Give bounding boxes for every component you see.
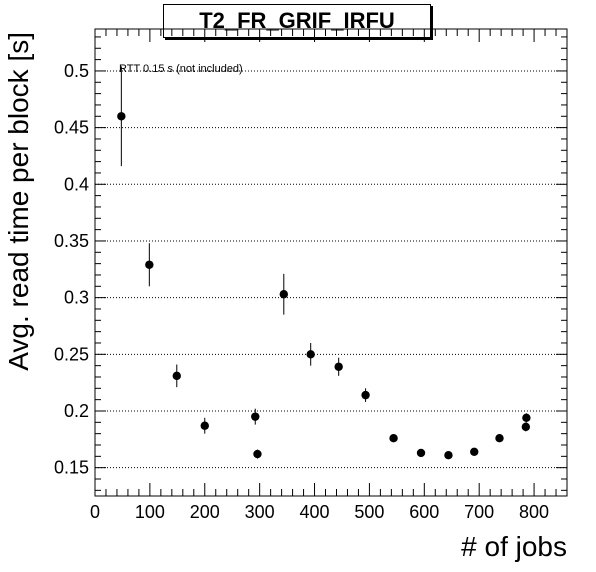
y-tick-label: 0.4 xyxy=(64,174,89,194)
data-point xyxy=(522,413,531,422)
x-tick-label: 300 xyxy=(245,502,275,522)
y-tick-label: 0.35 xyxy=(54,231,89,251)
y-tick-label: 0.25 xyxy=(54,344,89,364)
data-point xyxy=(334,362,343,371)
x-axis-label: # of jobs xyxy=(461,531,567,562)
data-point xyxy=(279,290,288,299)
data-point xyxy=(200,421,209,430)
data-point xyxy=(470,447,479,456)
x-tick-label: 0 xyxy=(90,502,100,522)
x-tick-label: 600 xyxy=(409,502,439,522)
y-axis-label: Avg. read time per block [s] xyxy=(3,32,34,371)
x-tick-label: 400 xyxy=(300,502,330,522)
data-point xyxy=(306,350,315,359)
data-point xyxy=(389,433,398,443)
data-point xyxy=(521,422,531,432)
data-point xyxy=(251,412,260,421)
data-point xyxy=(145,260,154,269)
x-tick-label: 800 xyxy=(519,502,549,522)
data-point xyxy=(172,371,181,381)
data-point xyxy=(117,112,126,121)
y-tick-label: 0.5 xyxy=(64,61,89,81)
data-point xyxy=(444,450,453,460)
y-tick-label: 0.15 xyxy=(54,458,89,478)
data-point xyxy=(253,449,262,459)
annotation-label: RTT 0.15 s (not included) xyxy=(119,63,243,75)
data-point xyxy=(416,448,426,458)
data-point xyxy=(361,390,370,400)
y-tick-label: 0.3 xyxy=(64,288,89,308)
x-tick-label: 500 xyxy=(354,502,384,522)
x-tick-label: 200 xyxy=(190,502,220,522)
plot-frame xyxy=(94,28,568,497)
data-point xyxy=(495,433,504,443)
x-tick-label: 100 xyxy=(135,502,165,522)
y-tick-label: 0.45 xyxy=(54,118,89,138)
x-tick-label: 700 xyxy=(464,502,494,522)
y-tick-label: 0.2 xyxy=(64,401,89,421)
